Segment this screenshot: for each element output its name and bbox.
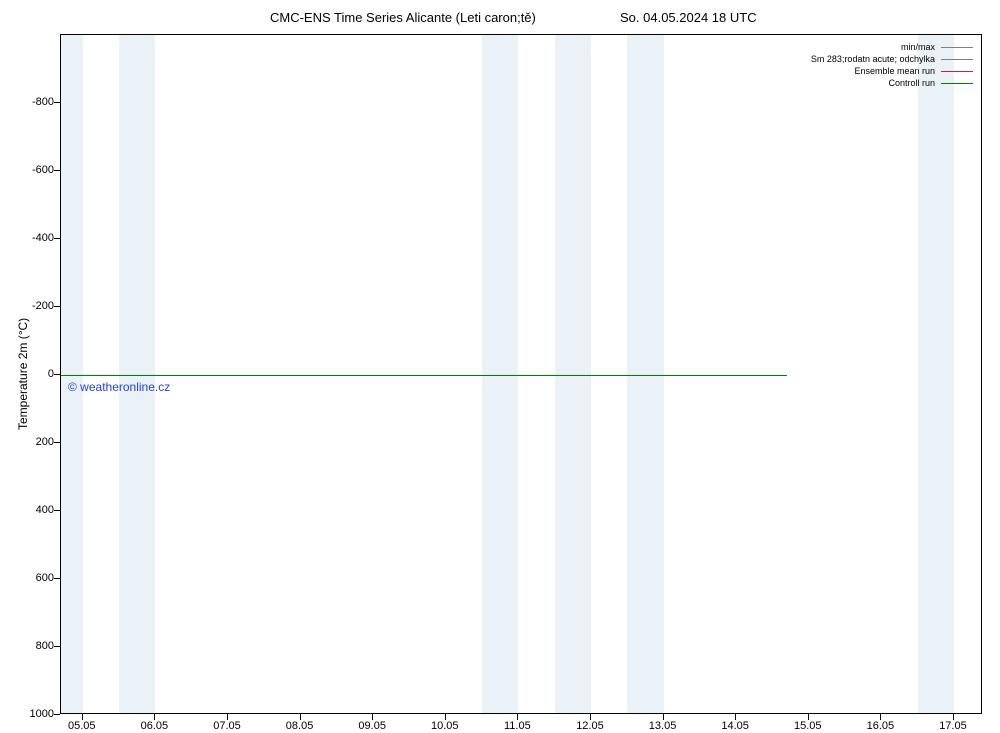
x-tick-label: 11.05: [504, 720, 531, 732]
legend-item: Ensemble mean run: [811, 65, 973, 77]
shaded-band: [918, 35, 954, 713]
legend: min/maxSm 283;rodatn acute; odchylkaEnse…: [807, 39, 977, 92]
chart-title-right: So. 04.05.2024 18 UTC: [620, 10, 757, 25]
x-tick-mark: [735, 714, 736, 720]
legend-item-label: Ensemble mean run: [854, 65, 935, 77]
legend-item-label: Controll run: [888, 77, 935, 89]
y-tick-label: -200: [24, 300, 54, 312]
y-tick-mark: [54, 510, 60, 511]
plot-area: min/maxSm 283;rodatn acute; odchylkaEnse…: [60, 34, 982, 714]
x-tick-label: 15.05: [794, 720, 822, 732]
y-tick-mark: [54, 646, 60, 647]
y-tick-label: 600: [24, 572, 54, 584]
legend-item-label: Sm 283;rodatn acute; odchylka: [811, 53, 935, 65]
chart-title-left: CMC-ENS Time Series Alicante (Leti caron…: [270, 10, 536, 25]
chart-container: CMC-ENS Time Series Alicante (Leti caron…: [0, 0, 1000, 733]
y-tick-mark: [54, 170, 60, 171]
x-tick-mark: [808, 714, 809, 720]
watermark: © weatheronline.cz: [68, 380, 170, 394]
x-tick-label: 14.05: [721, 720, 749, 732]
x-tick-label: 09.05: [358, 720, 386, 732]
y-tick-label: 200: [24, 436, 54, 448]
y-tick-mark: [54, 374, 60, 375]
series-controll_run: [61, 375, 787, 376]
shaded-band: [555, 35, 591, 713]
legend-item-label: min/max: [901, 41, 935, 53]
shaded-band: [61, 35, 83, 713]
legend-item: Sm 283;rodatn acute; odchylka: [811, 53, 973, 65]
x-tick-mark: [445, 714, 446, 720]
x-tick-label: 13.05: [649, 720, 677, 732]
y-tick-mark: [54, 578, 60, 579]
x-tick-label: 16.05: [867, 720, 895, 732]
y-tick-mark: [54, 714, 60, 715]
legend-item: min/max: [811, 41, 973, 53]
y-tick-label: -600: [24, 164, 54, 176]
y-tick-mark: [54, 238, 60, 239]
x-tick-label: 10.05: [431, 720, 459, 732]
legend-swatch: [941, 71, 973, 72]
y-tick-label: -400: [24, 232, 54, 244]
shaded-band: [627, 35, 663, 713]
y-tick-label: 0: [24, 368, 54, 380]
legend-swatch: [941, 59, 973, 60]
x-tick-mark: [154, 714, 155, 720]
shaded-band: [119, 35, 155, 713]
x-tick-mark: [953, 714, 954, 720]
x-tick-mark: [663, 714, 664, 720]
x-tick-label: 05.05: [68, 720, 96, 732]
y-tick-label: -800: [24, 96, 54, 108]
x-tick-label: 07.05: [213, 720, 241, 732]
y-tick-label: 400: [24, 504, 54, 516]
x-tick-mark: [590, 714, 591, 720]
x-tick-mark: [880, 714, 881, 720]
x-tick-mark: [227, 714, 228, 720]
y-tick-mark: [54, 102, 60, 103]
y-tick-label: 800: [24, 640, 54, 652]
x-tick-label: 06.05: [141, 720, 169, 732]
x-tick-label: 12.05: [576, 720, 604, 732]
y-tick-mark: [54, 306, 60, 307]
legend-swatch: [941, 83, 973, 84]
y-tick-label: 1000: [24, 708, 54, 720]
shaded-band: [482, 35, 518, 713]
x-tick-mark: [372, 714, 373, 720]
x-tick-mark: [300, 714, 301, 720]
x-tick-label: 17.05: [939, 720, 967, 732]
x-tick-mark: [517, 714, 518, 720]
x-tick-mark: [82, 714, 83, 720]
y-tick-mark: [54, 442, 60, 443]
x-tick-label: 08.05: [286, 720, 314, 732]
legend-swatch: [941, 47, 973, 48]
legend-item: Controll run: [811, 77, 973, 89]
